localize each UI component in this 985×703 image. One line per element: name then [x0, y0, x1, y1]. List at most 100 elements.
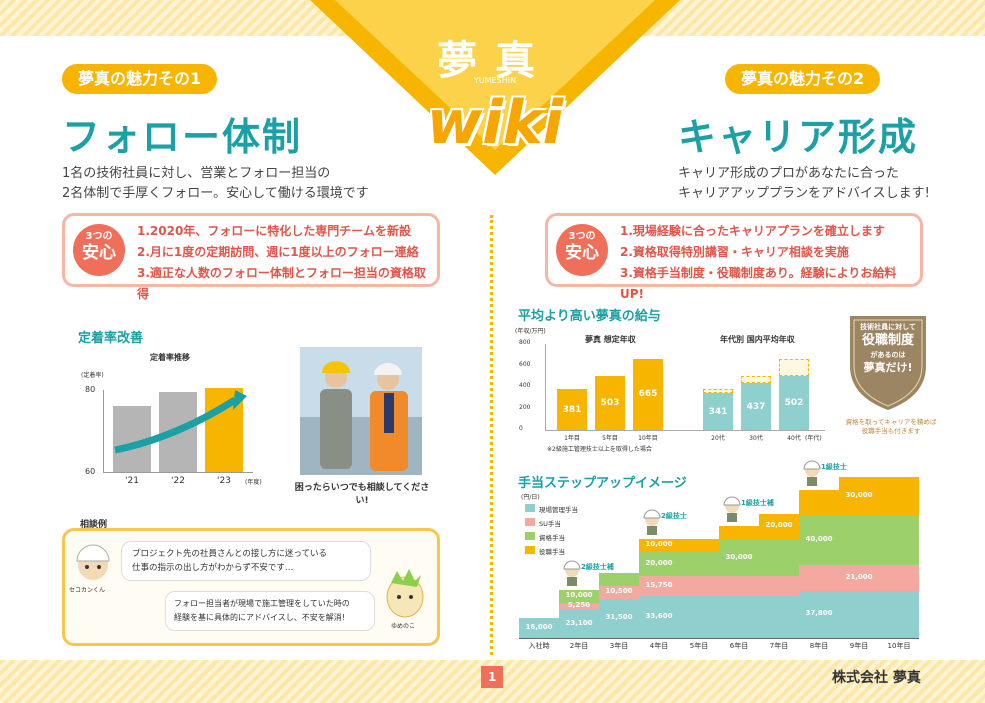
step-segment	[519, 618, 559, 638]
retention-x-tick: '23	[217, 476, 231, 486]
growth-arrow-icon	[114, 390, 247, 454]
left-badge: 3つの 安心	[73, 224, 125, 276]
salary-y-tick: 800	[519, 339, 531, 346]
salary-bar-upper-ref	[741, 375, 771, 384]
step-section-title: 手当ステップアップイメージ	[518, 476, 687, 491]
consult-title: 相談例	[80, 520, 108, 530]
retention-x-tick: '22	[171, 476, 185, 486]
rank-label: 1級技士補	[741, 499, 774, 508]
page-divider	[490, 215, 493, 655]
worker-name: セコカンくん	[69, 587, 106, 594]
salary-y-tick: 600	[519, 360, 531, 368]
step-segment	[639, 538, 679, 552]
step-value-label: 20,000	[765, 521, 793, 530]
list-item: 3.適正な人数のフォロー体制とフォロー担当の資格取得	[137, 266, 426, 301]
left-desc-line: 1名の技術社員に対し、営業とフォロー担当の	[62, 166, 331, 181]
salary-bar-yumeshin	[557, 389, 587, 430]
step-segment	[799, 514, 839, 565]
retention-x-tick: '21	[125, 476, 139, 486]
step-segment	[879, 514, 919, 565]
right-points-box: 3つの 安心 1.現場経験に合ったキャリアプランを確立します 2.資格取得特別講…	[545, 213, 923, 301]
salary-bar-upper-ref	[779, 358, 809, 377]
right-description: キャリア形成のプロがあなたに合った キャリアアッププランをアドバイスします!	[678, 164, 930, 204]
step-value-label: 30,000	[845, 490, 873, 499]
step-segment	[879, 477, 919, 515]
list-item: 2.資格取得特別講習・キャリア相談を実施	[620, 245, 849, 259]
legend-swatch	[525, 504, 535, 512]
retention-y-label: (定着率)	[81, 372, 104, 379]
step-value-label: 10,000	[565, 591, 593, 600]
worker-figure-icon	[803, 460, 821, 486]
left-title: フォロー体制	[62, 115, 303, 159]
salary-bar-value: 503	[600, 397, 620, 408]
salary-bar-value: 437	[746, 401, 766, 412]
retention-section-title: 定着率改善	[78, 331, 144, 346]
worker-figure-icon	[723, 496, 741, 523]
step-segment	[839, 514, 879, 565]
right-section-pill: 夢真の魅力その2	[725, 64, 881, 94]
right-desc-line: キャリアアッププランをアドバイスします!	[678, 186, 930, 201]
salary-bar-value: 381	[562, 404, 582, 415]
step-chart: (円/日) 現場管理手当 SU手当 資格手当 役職手当 16,000 23,100 31,50…	[505, 460, 945, 658]
mascot-name: ゆめのこ	[391, 623, 416, 630]
header-wiki: wiki	[426, 88, 564, 158]
step-x-tick: 7年目	[769, 642, 789, 650]
salary-x-unit: (年代)	[805, 435, 822, 442]
emblem-line: 役職制度	[861, 333, 914, 348]
answer-line: フォロー担当者が現場で施工管理をしていた時の	[174, 599, 350, 608]
salary-axis	[545, 344, 546, 430]
header-logo-sub: YUMESHIN	[473, 76, 517, 85]
staff-photo	[300, 347, 422, 475]
step-segment	[879, 564, 919, 591]
salary-x-tick: 10年目	[638, 435, 658, 442]
step-segment	[759, 538, 799, 577]
right-desc-line: キャリア形成のプロがあなたに合った	[678, 166, 900, 181]
list-item: 2.月に1度の定期訪問、週に1度以上のフォロー連絡	[137, 245, 419, 259]
badge-big: 安心	[82, 243, 116, 263]
step-x-tick: 3年目	[609, 642, 629, 650]
step-segment	[559, 609, 599, 638]
step-segment	[679, 596, 719, 638]
legend-label: 現場管理手当	[539, 506, 578, 514]
emblem-note-line: 資格を取ってキャリアを積めば	[845, 418, 937, 426]
right-title: キャリア形成	[678, 115, 919, 159]
step-value-label: 23,100	[565, 618, 593, 627]
step-axis	[519, 638, 919, 639]
step-segment	[719, 596, 759, 638]
step-segment	[599, 573, 639, 586]
emblem-line: 技術社員に対して	[860, 323, 916, 331]
step-value-label: 5,250	[567, 600, 591, 609]
page-number: 1	[481, 666, 503, 688]
step-x-tick: 10年目	[887, 642, 911, 650]
step-y-unit: (円/日)	[521, 494, 540, 501]
step-segment	[639, 551, 679, 577]
left-section-pill: 夢真の魅力その1	[62, 64, 218, 94]
question-line: 仕事の指示の出し方がわからず不安です…	[132, 563, 294, 573]
left-description: 1名の技術社員に対し、営業とフォロー担当の 2名体制で手厚くフォロー。安心して働…	[62, 164, 369, 204]
step-segment	[679, 538, 719, 552]
list-item: 1.2020年、フォローに特化した専門チームを新設	[137, 224, 411, 238]
legend-label: 資格手当	[539, 534, 565, 542]
step-x-tick: 2年目	[569, 642, 589, 650]
salary-x-tick: 20代	[711, 435, 725, 442]
worker-avatar-icon	[76, 544, 110, 580]
step-segment	[639, 576, 679, 596]
step-x-tick: 9年目	[849, 642, 869, 650]
right-badge: 3つの 安心	[556, 224, 608, 276]
retention-chart-title: 定着率推移	[150, 353, 190, 362]
emblem-note-line: 役職手当も付きます	[861, 427, 921, 435]
salary-x-tick: 30代	[749, 435, 763, 442]
step-segment	[759, 513, 799, 539]
step-x-tick: 入社時	[528, 642, 550, 650]
salary-y-tick: 0	[519, 425, 523, 432]
retention-axis	[103, 472, 253, 473]
salary-section-title: 平均より高い夢真の給与	[518, 309, 661, 324]
salary-x-tick: 40代	[787, 435, 801, 442]
legend-label: 役職手当	[539, 548, 565, 556]
salary-x-tick: 5年目	[602, 435, 618, 442]
step-value-label: 33,600	[645, 612, 673, 620]
step-value-label: 40,000	[805, 534, 833, 543]
step-x-tick: 4年目	[649, 642, 669, 650]
left-points-box: 3つの 安心 1.2020年、フォローに特化した専門チームを新設 2.月に1度の…	[62, 213, 440, 301]
